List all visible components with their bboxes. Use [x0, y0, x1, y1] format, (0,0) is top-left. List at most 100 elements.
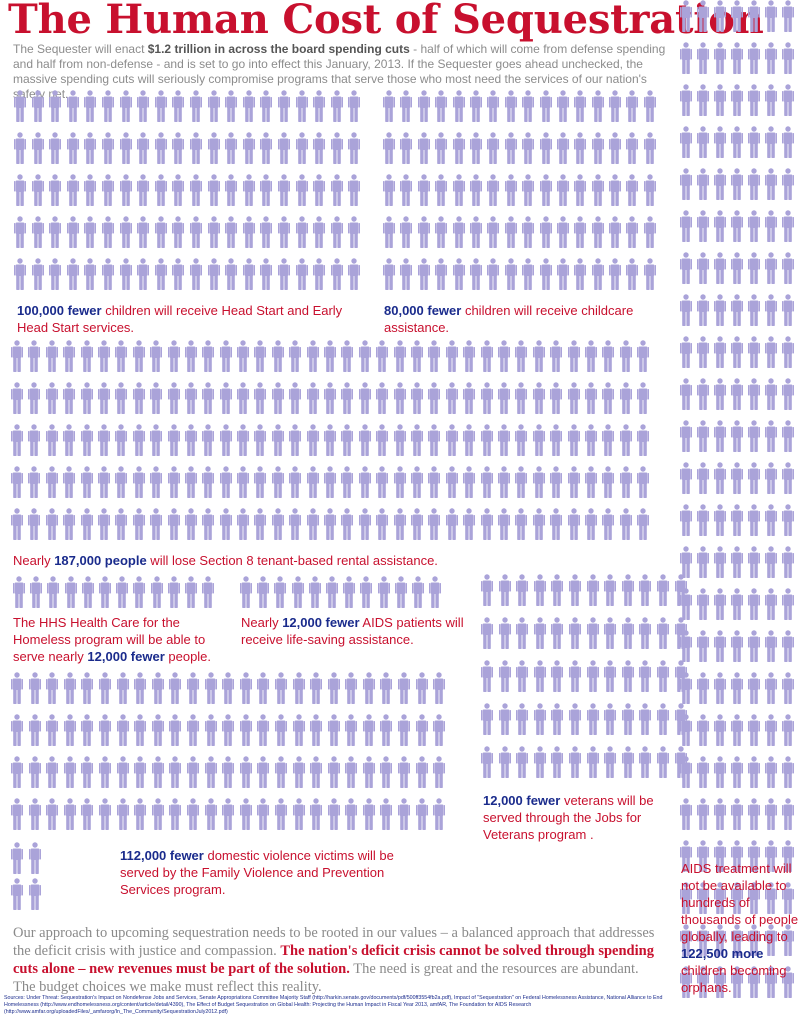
person-figure-icon: [101, 216, 114, 248]
person-figure-icon: [765, 252, 777, 284]
person-figure-icon: [222, 798, 235, 830]
person-figure-icon: [184, 382, 197, 414]
caption-text: AIDS treatment will not be available to …: [681, 861, 799, 944]
person-figure-icon: [765, 42, 777, 74]
person-figure-icon: [765, 840, 777, 872]
person-figure-icon: [28, 756, 41, 788]
person-figure-icon: [222, 714, 235, 746]
person-figure-icon: [452, 174, 465, 206]
person-figure-icon: [429, 576, 442, 608]
person-figure-icon: [731, 798, 743, 830]
person-figure-icon: [101, 132, 114, 164]
person-figure-icon: [765, 714, 777, 746]
person-figure-icon: [277, 216, 290, 248]
person-figure-icon: [533, 703, 546, 735]
person-figure-icon: [151, 756, 164, 788]
person-figure-icon: [428, 382, 441, 414]
person-figure-icon: [765, 210, 777, 242]
caption-number: 80,000 fewer: [384, 303, 462, 318]
person-figure-icon: [137, 216, 150, 248]
person-figure-icon: [556, 258, 569, 290]
caption-number: 112,000 fewer: [120, 848, 204, 863]
person-figure-icon: [765, 378, 777, 410]
person-figure-icon: [574, 90, 587, 122]
person-figure-icon: [550, 508, 563, 540]
person-figure-icon: [765, 0, 777, 32]
person-figure-icon: [626, 216, 639, 248]
person-figure-icon: [504, 216, 517, 248]
person-figure-icon: [277, 258, 290, 290]
person-figure-icon: [469, 258, 482, 290]
person-figure-icon: [393, 382, 406, 414]
person-figure-icon: [417, 174, 430, 206]
person-figure-icon: [410, 466, 423, 498]
person-figure-icon: [731, 882, 743, 914]
person-figure-icon: [242, 258, 255, 290]
person-figure-icon: [64, 576, 77, 608]
person-figure-icon: [362, 714, 375, 746]
person-figure-icon: [394, 576, 407, 608]
person-figure-icon: [680, 0, 692, 32]
person-figure-icon: [45, 382, 58, 414]
person-figure-icon: [731, 252, 743, 284]
person-figure-icon: [184, 466, 197, 498]
person-figure-icon: [225, 174, 238, 206]
person-figure-icon: [28, 466, 41, 498]
person-figure-icon: [697, 714, 709, 746]
person-figure-icon: [637, 340, 650, 372]
person-figure-icon: [167, 508, 180, 540]
person-figure-icon: [119, 258, 132, 290]
person-figure-icon: [63, 672, 76, 704]
person-figure-icon: [116, 672, 129, 704]
person-figure-icon: [376, 382, 389, 414]
person-figure-icon: [586, 703, 599, 735]
person-figure-icon: [782, 882, 794, 914]
person-figure-icon: [28, 424, 41, 456]
person-figure-icon: [609, 90, 622, 122]
person-figure-icon: [604, 617, 617, 649]
person-figure-icon: [515, 508, 528, 540]
person-figure-icon: [324, 382, 337, 414]
person-figure-icon: [697, 252, 709, 284]
person-figure-icon: [765, 126, 777, 158]
person-figure-icon: [639, 746, 652, 778]
person-figure-icon: [435, 174, 448, 206]
person-figure-icon: [292, 756, 305, 788]
person-figure-icon: [306, 466, 319, 498]
person-figure-icon: [167, 382, 180, 414]
caption-text: Nearly: [13, 553, 55, 568]
person-figure-icon: [84, 90, 97, 122]
caption-number: 12,000 fewer: [282, 615, 360, 630]
person-figure-icon: [225, 132, 238, 164]
person-figure-icon: [169, 714, 182, 746]
caption-text: veterans will be served through the Jobs…: [483, 793, 654, 842]
person-figure-icon: [80, 466, 93, 498]
person-figure-icon: [415, 798, 428, 830]
person-figure-icon: [697, 336, 709, 368]
caption-text: AIDS patients will receive life-saving a…: [241, 615, 464, 647]
person-figure-icon: [310, 756, 323, 788]
person-figure-icon: [469, 174, 482, 206]
person-figure-icon: [609, 174, 622, 206]
caption-text: children becoming orphans.: [681, 963, 787, 995]
person-figure-icon: [748, 420, 760, 452]
person-figure-icon: [66, 216, 79, 248]
person-figure-icon: [417, 258, 430, 290]
person-figure-icon: [132, 424, 145, 456]
person-figure-icon: [591, 90, 604, 122]
person-figure-icon: [341, 508, 354, 540]
person-figure-icon: [45, 340, 58, 372]
caption-domestic: 112,000 fewer domestic violence victims …: [120, 847, 420, 898]
person-figure-icon: [80, 424, 93, 456]
closing-text: Our approach to upcoming sequestration n…: [13, 925, 655, 959]
person-figure-icon: [417, 132, 430, 164]
person-figure-icon: [680, 756, 692, 788]
person-figure-icon: [463, 382, 476, 414]
person-figure-icon: [46, 672, 59, 704]
person-figure-icon: [98, 756, 111, 788]
person-figure-icon: [765, 168, 777, 200]
person-figure-icon: [731, 378, 743, 410]
person-figure-icon: [731, 672, 743, 704]
person-figure-icon: [714, 420, 726, 452]
person-figure-icon: [680, 966, 692, 998]
